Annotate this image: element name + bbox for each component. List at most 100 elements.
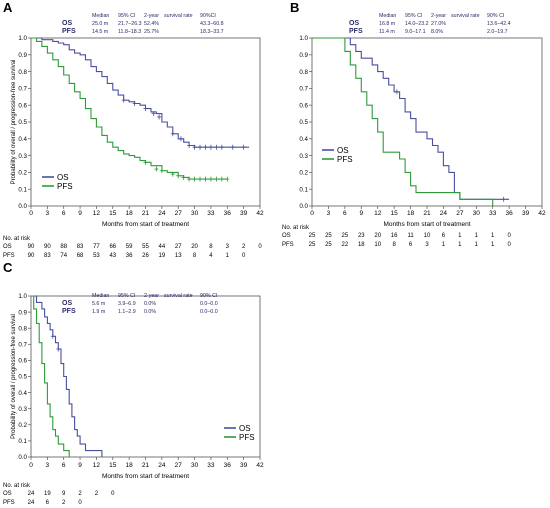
stats-cell: 13.6–42.4 — [487, 21, 511, 27]
at-risk-value: 2 — [242, 244, 246, 250]
y-tick-label: 0.6 — [18, 102, 27, 109]
y-tick-label: 0.8 — [299, 69, 308, 76]
stats-cell: 2.0–19.7 — [487, 29, 508, 35]
at-risk-value: 0 — [111, 491, 115, 497]
at-risk-value: 1 — [458, 242, 462, 248]
censor-mark — [214, 176, 219, 182]
x-tick-label: 42 — [256, 462, 264, 469]
series-line-os — [31, 37, 250, 148]
at-risk-value: 2 — [78, 491, 82, 497]
stats-cell: 0.0–0.0 — [200, 309, 218, 315]
censor-mark — [198, 144, 203, 150]
x-tick-label: 9 — [78, 210, 82, 217]
x-tick-label: 21 — [142, 462, 150, 469]
stats-header: Median — [379, 13, 396, 19]
stats-cell: 14.0–23.2 — [405, 21, 429, 27]
censor-mark — [187, 143, 192, 149]
censor-mark — [203, 144, 208, 150]
at-risk-value: 25 — [325, 233, 332, 239]
y-tick-label: 0.4 — [299, 136, 308, 143]
at-risk-value: 24 — [28, 500, 35, 506]
y-tick-label: 0.8 — [18, 325, 27, 332]
x-tick-label: 18 — [126, 462, 134, 469]
at-risk-row-label: PFS — [282, 242, 294, 248]
at-risk-value: 6 — [442, 233, 446, 239]
y-tick-label: 0.8 — [18, 69, 27, 76]
y-axis-label: Probability of overall / progression-fre… — [11, 60, 17, 185]
stats-cell: OS — [62, 20, 72, 27]
at-risk-value: 23 — [358, 233, 365, 239]
x-tick-label: 36 — [224, 210, 232, 217]
x-tick-label: 24 — [158, 462, 166, 469]
at-risk-value: 8 — [193, 253, 197, 259]
y-tick-label: 0.1 — [18, 186, 27, 193]
at-risk-value: 90 — [28, 244, 35, 250]
at-risk-row-label: PFS — [3, 253, 15, 259]
legend-label-pfs: PFS — [337, 155, 353, 164]
panel-label: C — [3, 260, 13, 275]
stats-cell: PFS — [349, 28, 363, 35]
at-risk-value: 8 — [392, 242, 396, 248]
stats-header: 95% CI — [405, 13, 422, 19]
at-risk-value: 0 — [507, 233, 511, 239]
y-tick-label: 0.0 — [18, 454, 27, 461]
y-tick-label: 0.3 — [18, 153, 27, 160]
stats-header: 95% CI — [118, 13, 135, 19]
y-tick-label: 0.4 — [18, 390, 27, 397]
y-tick-label: 0.2 — [299, 170, 308, 177]
at-risk-value: 0 — [242, 253, 246, 259]
censor-mark — [192, 176, 197, 182]
at-risk-value: 66 — [109, 244, 116, 250]
stats-cell: PFS — [62, 28, 76, 35]
censor-mark — [176, 173, 181, 179]
y-tick-label: 1.0 — [299, 35, 308, 42]
series-line-pfs — [312, 37, 494, 206]
x-tick-label: 30 — [191, 210, 199, 217]
stats-cell: 0.0% — [144, 301, 156, 307]
x-tick-label: 36 — [224, 462, 232, 469]
at-risk-value: 6 — [46, 500, 50, 506]
series-line-os — [31, 295, 103, 457]
x-tick-label: 30 — [473, 210, 481, 217]
at-risk-value: 6 — [409, 242, 413, 248]
x-axis-label: Months from start of treatment — [102, 221, 189, 228]
censor-mark — [394, 89, 399, 95]
legend-label-pfs: PFS — [57, 182, 73, 191]
censor-mark — [159, 168, 164, 174]
stats-cell: 43.3–60.8 — [200, 21, 224, 27]
censor-mark — [241, 144, 246, 150]
at-risk-row-label: OS — [3, 491, 12, 497]
stats-cell: 8.0% — [431, 29, 443, 35]
x-tick-label: 42 — [256, 210, 264, 217]
censor-mark — [121, 97, 126, 103]
y-tick-label: 0.9 — [18, 52, 27, 59]
censor-mark — [170, 171, 175, 177]
at-risk-value: 26 — [142, 253, 149, 259]
y-tick-label: 0.5 — [299, 119, 308, 126]
x-tick-label: 24 — [158, 210, 166, 217]
legend-label-pfs: PFS — [239, 433, 255, 442]
stats-cell: 9.0–17.1 — [405, 29, 426, 35]
at-risk-value: 1 — [491, 242, 495, 248]
censor-mark — [178, 136, 183, 142]
x-tick-label: 3 — [46, 210, 50, 217]
censor-mark — [143, 106, 148, 112]
panel-label: B — [290, 0, 299, 15]
y-tick-label: 0.0 — [299, 203, 308, 210]
stats-header: survival rate — [451, 13, 480, 19]
at-risk-value: 16 — [391, 233, 398, 239]
censor-mark — [219, 176, 224, 182]
at-risk-value: 2 — [95, 491, 99, 497]
panel-label: A — [3, 0, 13, 15]
x-axis-label: Months from start of treatment — [383, 221, 470, 228]
censor-mark — [230, 144, 235, 150]
at-risk-value: 0 — [507, 242, 511, 248]
at-risk-value: 13 — [175, 253, 182, 259]
at-risk-value: 24 — [28, 491, 35, 497]
x-tick-label: 12 — [93, 462, 101, 469]
plot-frame — [311, 37, 543, 207]
x-tick-label: 0 — [29, 210, 33, 217]
at-risk-value: 44 — [159, 244, 166, 250]
stats-header: survival rate — [164, 13, 193, 19]
x-tick-label: 12 — [374, 210, 382, 217]
